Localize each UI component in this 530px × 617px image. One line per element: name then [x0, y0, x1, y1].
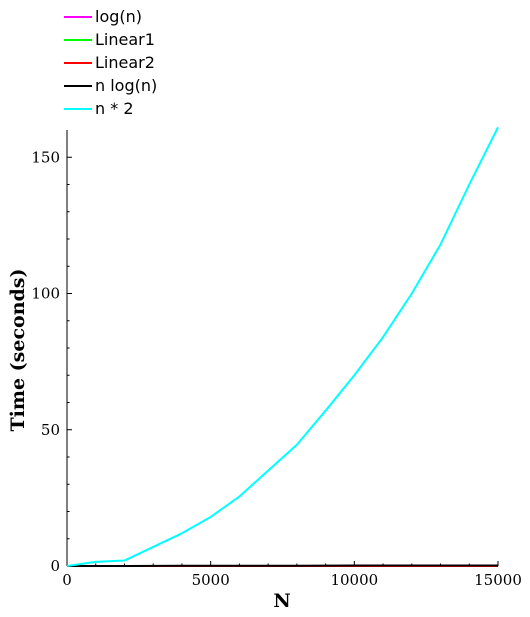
legend-label-n-2: n * 2 [95, 99, 134, 118]
series-line-n-2 [66, 126, 499, 567]
plot-area [66, 126, 499, 567]
legend: log(n) Linear1 Linear2 n log(n) n * 2 [64, 7, 157, 118]
y-tick-label: 100 [31, 285, 60, 303]
x-tick-label: 15000 [474, 571, 522, 589]
y-tick-label: 150 [31, 148, 60, 166]
x-tick-label: 0 [62, 571, 72, 589]
legend-label-n-log-n: n log(n) [95, 76, 157, 95]
x-tick-label: 10000 [330, 571, 378, 589]
legend-label-linear1: Linear1 [95, 30, 155, 49]
legend-label-log-n: log(n) [95, 7, 142, 26]
y-axis-label: Time (seconds) [7, 269, 29, 432]
x-axis-label: N [273, 590, 290, 612]
series-line-n-log-n [67, 564, 498, 567]
y-tick-label: 50 [41, 421, 60, 439]
x-tick-label: 5000 [192, 571, 230, 589]
legend-label-linear2: Linear2 [95, 53, 155, 72]
axes: 0 5000 10000 15000 0 50 100 150 [31, 130, 522, 589]
y-tick-label: 0 [50, 557, 60, 575]
